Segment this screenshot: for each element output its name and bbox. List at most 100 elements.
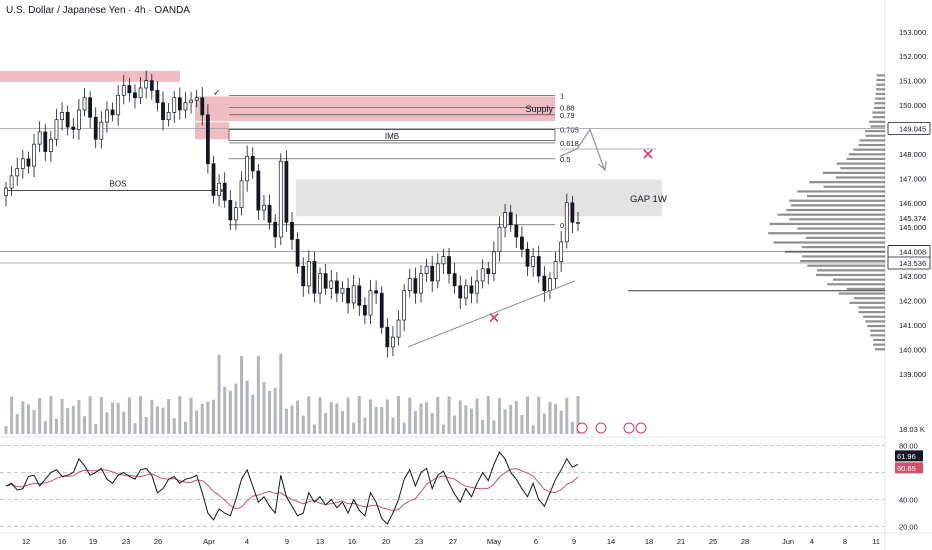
candle-up [245,156,250,182]
candle-down [542,275,547,292]
candle-down [284,160,289,223]
volume-bar [88,396,92,434]
volume-bar [60,398,64,434]
volume-profile-bar [832,278,885,281]
price-label: 149.045 [899,124,926,133]
time-tick-label: 4 [810,537,814,546]
candle-down [149,80,154,91]
time-tick-label: 16 [348,537,356,546]
candle-up [105,109,109,123]
volume-bar [211,399,215,434]
volume-bar [99,397,103,434]
volume-profile-bar [846,287,885,291]
volume-bar [15,414,19,434]
candle-down [520,236,524,250]
candle-down [161,102,165,121]
time-tick-label: 23 [122,537,130,546]
volume-profile-bar [802,255,885,258]
rsi-ma-line [5,468,579,512]
candle-down [486,268,491,274]
volume-bar [4,426,8,434]
volume-profile-bar [800,259,885,263]
projection-arrowhead [597,161,607,172]
volume-profile-bar [784,250,885,253]
time-tick-label: 12 [22,537,30,546]
volume-bar [447,396,451,434]
price-tick-label: 150.000 [899,101,926,110]
volume-bar [228,390,232,434]
volume-bar [240,356,244,434]
fib-level-label: 0 [560,221,564,230]
volume-profile-bar [870,334,885,337]
candle-up [138,87,143,99]
volume-profile-bar [827,283,885,286]
volume-bar [172,418,176,434]
candle-down [133,92,137,99]
time-tick-label: 4 [245,537,249,546]
volume-profile-bar [801,246,885,249]
price-tick-label: 140.000 [899,345,926,354]
time-tick-label: 9 [572,537,576,546]
volume-profile-bar [876,83,885,86]
price-tick-label: 151.000 [899,77,926,86]
candle-down [267,204,272,223]
candle-down [458,285,463,299]
volume-bar [38,397,42,434]
candle-up [435,263,440,282]
volume-bar [273,387,277,434]
volume-bar [436,396,440,434]
volume-bar [54,418,58,434]
candle-down [93,116,98,140]
volume-bar [486,396,490,434]
volume-bar [26,404,30,434]
volume-profile-bar [786,208,885,212]
candle-down [228,199,233,221]
time-tick-label: 11 [872,537,880,546]
left-supply-zone [0,70,180,82]
candle-down [312,261,317,294]
volume-bar [262,382,266,434]
candle-up [402,290,407,321]
price-tick-label: 146.000 [899,199,926,208]
bos-label: BOS [110,180,127,189]
candle-up [172,97,177,113]
check-mark: ✓ [213,87,221,97]
candle-down [222,182,227,201]
price-tick-label: 152.000 [899,52,926,61]
volume-bar [565,397,569,434]
volume-label-box [888,424,930,435]
volume-bar [167,399,171,434]
candle-up [306,261,311,287]
volume-bar [397,396,401,434]
candle-down [447,256,451,274]
volume-bar [374,406,378,434]
volume-bar [497,398,501,434]
volume-bar [256,355,260,434]
candle-up [564,202,569,243]
volume-bar [183,421,187,434]
volume-bar [139,396,143,434]
volume-profile-bar [874,102,885,105]
candle-down [71,126,76,130]
event-icon [595,422,607,434]
volume-bar [290,405,294,434]
volume-bar [369,399,373,434]
volume-profile-bar [840,167,885,170]
candle-up [396,319,401,338]
volume-bar [318,396,322,434]
candle-up [278,160,283,238]
volume-bar [537,396,541,434]
volume-bar [425,402,429,434]
volume-bar [559,410,563,434]
volume-profile-bar [858,143,885,147]
volume-bar [206,401,210,434]
candle-up [183,102,188,111]
candle-down [200,97,205,116]
volume-bar [413,411,417,434]
volume-bar [363,417,367,434]
candle-up [441,256,446,265]
volume-profile-bar [872,111,885,114]
volume-profile-bar [797,190,885,193]
price-tick-label: 147.000 [899,174,926,183]
